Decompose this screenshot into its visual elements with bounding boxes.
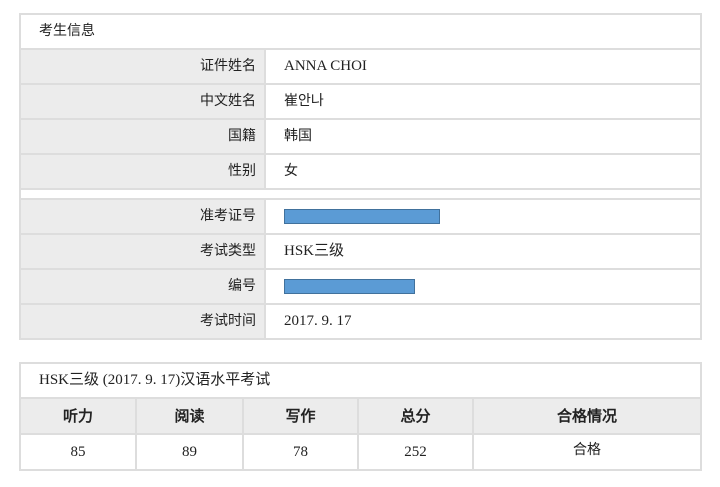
header-listening: 听力 (21, 399, 137, 433)
header-total: 总分 (359, 399, 474, 433)
score-reading: 89 (137, 435, 244, 469)
header-reading: 阅读 (137, 399, 244, 433)
info-row-exam-date: 考试时间 2017. 9. 17 (21, 303, 700, 338)
field-label: 中文姓名 (21, 85, 266, 118)
header-writing: 写作 (244, 399, 359, 433)
info-row-gender: 性别 女 (21, 153, 700, 188)
info-row-serial-number: 编号 (21, 268, 700, 303)
field-value: ANNA CHOI (284, 58, 367, 74)
info-row-chinese-name: 中文姓名 崔안나 (21, 83, 700, 118)
field-value (266, 200, 700, 233)
field-value: 女 (284, 163, 298, 179)
field-label: 考试时间 (21, 305, 266, 338)
score-total: 252 (359, 435, 474, 469)
field-value (266, 270, 700, 303)
field-label: 证件姓名 (21, 50, 266, 83)
info-row-ticket-number: 准考证号 (21, 198, 700, 233)
field-label: 考试类型 (21, 235, 266, 268)
field-label: 准考证号 (21, 200, 266, 233)
field-value: 韩国 (284, 128, 312, 144)
field-value: 2017. 9. 17 (284, 313, 352, 329)
info-row-id-name: 证件姓名 ANNA CHOI (21, 48, 700, 83)
panel-title: 考生信息 (39, 23, 95, 39)
results-header-row: 听力 阅读 写作 总分 合格情况 (21, 397, 700, 433)
redacted-block (284, 279, 415, 295)
score-writing: 78 (244, 435, 359, 469)
header-pass-status: 合格情况 (474, 399, 700, 433)
divider (21, 188, 700, 198)
field-value: HSK三级 (284, 243, 345, 259)
results-data-row: 85 89 78 252 合格 (21, 433, 700, 469)
results-panel: HSK三级 (2017. 9. 17)汉语水平考试 听力 阅读 写作 总分 合格… (19, 362, 702, 471)
results-title: HSK三级 (2017. 9. 17)汉语水平考试 (39, 372, 271, 388)
pass-status: 合格 (573, 442, 601, 458)
info-row-exam-type: 考试类型 HSK三级 (21, 233, 700, 268)
field-label: 编号 (21, 270, 266, 303)
field-value: 崔안나 (284, 93, 324, 109)
candidate-info-panel: 考生信息 证件姓名 ANNA CHOI 中文姓名 崔안나 国籍 韩国 性别 女 准考证号… (19, 13, 702, 340)
info-row-nationality: 国籍 韩国 (21, 118, 700, 153)
score-listening: 85 (21, 435, 137, 469)
field-label: 性别 (21, 155, 266, 188)
redacted-block (284, 209, 440, 225)
field-label: 国籍 (21, 120, 266, 153)
